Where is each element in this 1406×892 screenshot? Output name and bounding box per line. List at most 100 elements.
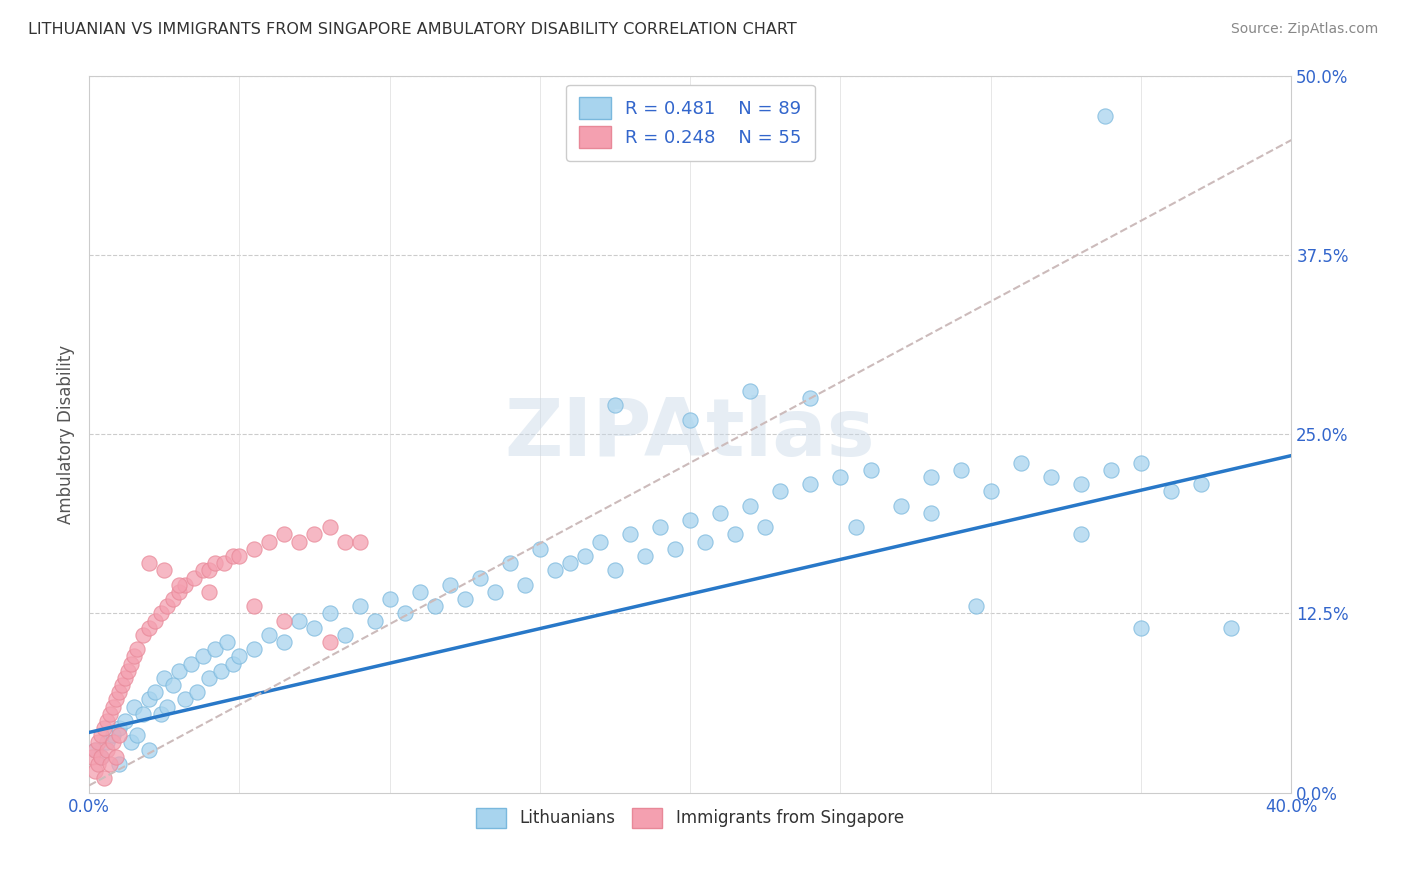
Point [122,699,145,714]
Point [349,534,371,549]
Point [84,742,107,756]
Point [111,678,134,692]
Point [156,599,179,614]
Point [695,534,717,549]
Point [96,742,118,756]
Point [318,520,340,534]
Point [127,642,149,657]
Point [529,541,551,556]
Point [243,599,266,614]
Point [1189,477,1212,491]
Point [186,685,208,699]
Point [273,527,295,541]
Point [844,520,866,534]
Point [273,635,295,649]
Point [1094,109,1116,123]
Point [920,470,942,484]
Point [859,463,882,477]
Point [143,614,166,628]
Point [740,499,762,513]
Point [108,756,131,771]
Point [105,749,128,764]
Point [101,699,124,714]
Point [799,477,821,491]
Point [949,463,972,477]
Point [288,534,311,549]
Point [132,628,155,642]
Point [273,614,295,628]
Point [890,499,912,513]
Point [288,614,311,628]
Point [174,577,197,591]
Point [101,735,124,749]
Legend: Lithuanians, Immigrants from Singapore: Lithuanians, Immigrants from Singapore [470,801,911,835]
Point [679,413,702,427]
Point [167,585,190,599]
Point [544,563,567,577]
Point [204,642,226,657]
Point [108,721,131,735]
Point [1160,484,1182,499]
Point [499,556,522,570]
Point [1070,527,1092,541]
Point [150,607,173,621]
Point [740,384,762,398]
Point [1130,456,1153,470]
Point [304,621,326,635]
Point [114,714,136,728]
Point [87,735,110,749]
Point [484,585,506,599]
Point [318,607,340,621]
Point [198,671,221,685]
Point [167,577,190,591]
Point [183,570,205,584]
Point [193,563,215,577]
Point [769,484,792,499]
Point [1010,456,1032,470]
Point [259,534,281,549]
Point [920,506,942,520]
Point [96,714,118,728]
Point [363,614,385,628]
Point [122,649,145,664]
Point [162,678,184,692]
Point [799,391,821,405]
Point [304,527,326,541]
Point [1220,621,1243,635]
Point [87,756,110,771]
Point [98,756,121,771]
Point [228,649,250,664]
Point [830,470,852,484]
Point [93,772,115,786]
Point [204,556,226,570]
Point [105,692,128,706]
Point [378,592,401,607]
Point [574,549,596,563]
Point [318,635,340,649]
Point [138,692,160,706]
Point [1070,477,1092,491]
Point [90,749,112,764]
Point [214,556,236,570]
Point [108,685,131,699]
Point [259,628,281,642]
Point [980,484,1002,499]
Point [650,520,672,534]
Point [454,592,477,607]
Point [664,541,686,556]
Point [333,628,356,642]
Point [138,742,160,756]
Point [603,563,626,577]
Point [138,556,160,570]
Point [222,549,245,563]
Point [101,728,124,742]
Point [153,671,176,685]
Point [120,657,142,671]
Point [589,534,612,549]
Point [679,513,702,527]
Point [84,742,107,756]
Point [150,706,173,721]
Point [558,556,581,570]
Point [619,527,641,541]
Point [333,534,356,549]
